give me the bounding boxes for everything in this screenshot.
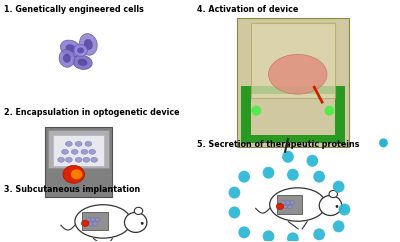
Circle shape: [238, 171, 250, 183]
Bar: [53, 135, 104, 166]
Ellipse shape: [329, 190, 338, 198]
Ellipse shape: [83, 157, 90, 162]
Ellipse shape: [80, 34, 97, 55]
Circle shape: [238, 227, 250, 238]
Ellipse shape: [319, 196, 342, 215]
Ellipse shape: [71, 149, 78, 154]
Circle shape: [228, 206, 240, 219]
Ellipse shape: [62, 149, 68, 154]
Ellipse shape: [73, 55, 92, 69]
Circle shape: [263, 230, 274, 242]
Ellipse shape: [77, 47, 84, 53]
Ellipse shape: [84, 39, 93, 50]
Bar: [277, 196, 302, 214]
Ellipse shape: [66, 157, 72, 162]
Circle shape: [141, 222, 144, 225]
Circle shape: [282, 151, 294, 163]
Circle shape: [333, 220, 344, 232]
Ellipse shape: [276, 203, 284, 210]
Ellipse shape: [59, 49, 75, 67]
Ellipse shape: [89, 149, 96, 154]
Circle shape: [313, 228, 325, 240]
Circle shape: [336, 205, 338, 208]
Bar: [82, 212, 108, 230]
Text: 5. Secretion of therapeutic proteins: 5. Secretion of therapeutic proteins: [198, 140, 360, 149]
Circle shape: [252, 106, 261, 116]
Circle shape: [333, 181, 344, 193]
Ellipse shape: [78, 59, 87, 66]
Bar: [241, 135, 345, 143]
Ellipse shape: [124, 212, 147, 232]
Ellipse shape: [283, 205, 288, 209]
Circle shape: [263, 167, 274, 179]
Ellipse shape: [95, 218, 100, 221]
Bar: [237, 18, 349, 147]
Ellipse shape: [290, 201, 295, 204]
Ellipse shape: [63, 54, 71, 63]
Ellipse shape: [71, 169, 82, 179]
Circle shape: [287, 232, 299, 242]
Circle shape: [313, 171, 325, 183]
Circle shape: [287, 169, 299, 181]
Text: 4. Activation of device: 4. Activation of device: [198, 5, 299, 14]
Text: 1. Genetically engineered cells: 1. Genetically engineered cells: [4, 5, 144, 14]
Ellipse shape: [82, 220, 89, 227]
Circle shape: [228, 187, 240, 198]
Ellipse shape: [134, 207, 143, 214]
Ellipse shape: [74, 45, 87, 56]
Ellipse shape: [58, 157, 64, 162]
Ellipse shape: [93, 222, 98, 226]
Ellipse shape: [60, 40, 81, 57]
Ellipse shape: [268, 54, 327, 94]
Circle shape: [324, 106, 334, 116]
Circle shape: [379, 138, 388, 147]
Ellipse shape: [75, 157, 82, 162]
Ellipse shape: [63, 165, 84, 183]
Ellipse shape: [85, 141, 92, 146]
Bar: [250, 23, 335, 98]
Bar: [241, 86, 345, 94]
Text: 3. Subcutaneous implantation: 3. Subcutaneous implantation: [4, 185, 140, 194]
Bar: [46, 127, 112, 197]
Bar: [48, 165, 109, 193]
Ellipse shape: [270, 188, 326, 221]
Ellipse shape: [81, 149, 88, 154]
Ellipse shape: [91, 157, 98, 162]
Bar: [241, 87, 250, 144]
Ellipse shape: [66, 44, 76, 53]
Bar: [48, 130, 109, 168]
Ellipse shape: [288, 205, 292, 209]
Bar: [335, 87, 345, 144]
Circle shape: [306, 155, 318, 167]
Ellipse shape: [66, 141, 72, 146]
Circle shape: [339, 204, 350, 215]
Ellipse shape: [281, 201, 285, 204]
Ellipse shape: [86, 218, 90, 221]
Ellipse shape: [285, 201, 290, 204]
Ellipse shape: [90, 218, 95, 221]
Ellipse shape: [88, 222, 93, 226]
Text: 2. Encapsulation in optogenetic device: 2. Encapsulation in optogenetic device: [4, 108, 179, 117]
Ellipse shape: [75, 141, 82, 146]
Ellipse shape: [75, 205, 131, 238]
